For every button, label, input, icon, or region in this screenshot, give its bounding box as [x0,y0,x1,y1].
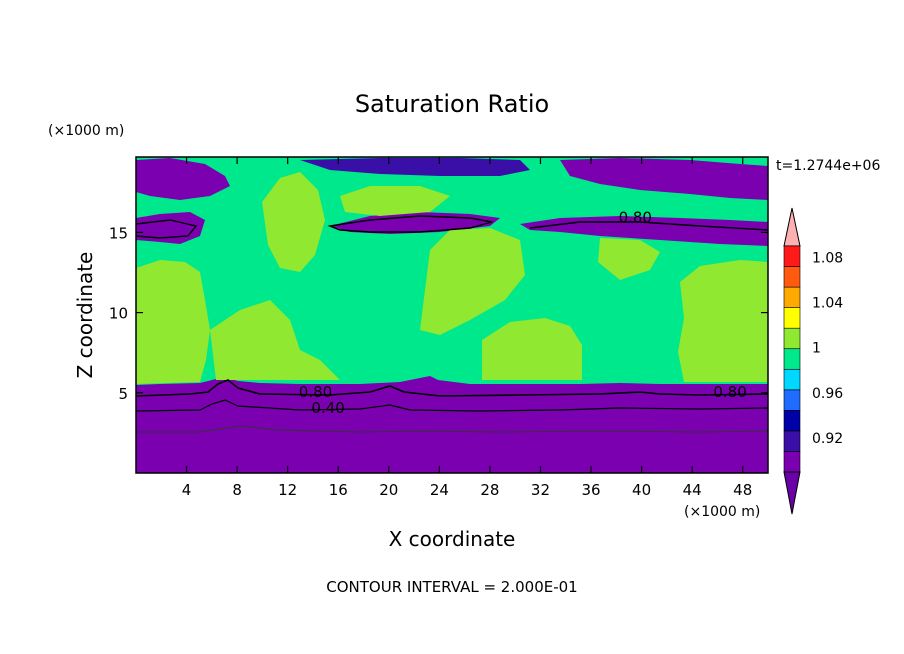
moist-patch-right-center [482,318,582,380]
contour-line-upper-right [529,221,768,231]
y-tick-label: 5 [118,385,128,403]
x-tick-label: 36 [581,481,600,499]
x-tick-label: 40 [632,481,651,499]
moist-patch-center-low [210,300,340,380]
x-tick-label: 48 [733,481,752,499]
colorbar-tick-label: 1.08 [812,250,843,266]
colorbar: 0.92 0.96 1 1.04 1.08 [783,207,843,515]
x-tick-label: 24 [430,481,449,499]
moist-patch-upper-left [262,172,325,272]
top-center-dry-region [300,158,530,176]
x-tick-label: 32 [531,481,550,499]
contour-plot-area [136,157,768,473]
moist-patch-right [678,260,768,382]
x-tick-label: 4 [182,481,192,499]
moist-patch-upper-right [598,238,660,280]
colorbar-over-triangle [783,207,801,247]
colorbar-segment [783,307,801,329]
time-label: t=1.2744e+06 [776,158,880,174]
moist-patch-left [136,260,210,384]
contour-line-upper-left [136,219,198,239]
colorbar-segment [783,451,801,473]
contour-label: 0.80 [299,383,332,401]
y-tick-label: 15 [109,224,128,242]
top-left-dry-region [136,158,230,200]
upper-cloud-layer-right [520,216,768,246]
x-tick-label: 8 [232,481,242,499]
moist-patch-center [420,228,525,335]
x-unit-label: (×1000 m) [684,504,760,520]
colorbar-segment [783,410,801,432]
chart-title: Saturation Ratio [355,90,549,118]
colorbar-tick-label: 1.04 [812,296,843,312]
lower-dry-layer [136,376,768,473]
contour-interval-footer: CONTOUR INTERVAL = 2.000E-01 [326,578,577,596]
colorbar-tick-label: 1 [812,341,821,357]
contour-line-0-40 [136,399,768,412]
y-tick-label: 10 [109,305,128,323]
colorbar-tick-label: 0.96 [812,386,843,402]
colorbar-segment [783,327,801,350]
colorbar-segment [783,348,801,370]
colorbar-tick-label: 0.92 [812,431,843,447]
y-axis-label: Z coordinate [73,252,97,379]
x-tick-label: 44 [683,481,702,499]
y-axis-ticks: 5 10 15 [109,224,768,403]
contour-label: 0.80 [713,383,746,401]
colorbar-segment [783,430,801,452]
colorbar-segment [783,266,801,288]
contour-line-upper [327,215,493,233]
x-tick-label: 20 [379,481,398,499]
x-tick-label: 16 [329,481,348,499]
x-tick-label: 12 [278,481,297,499]
contour-label: 0.80 [619,208,652,226]
colorbar-segment [783,389,801,411]
contour-labels: 0.800.400.800.80 [299,208,747,417]
colorbar-segment [783,368,801,391]
x-axis-ticks: 4 8 12 16 20 24 28 32 36 40 44 48 [182,157,752,499]
contour-line-0-20 [136,425,768,433]
x-tick-label: 28 [480,481,499,499]
plot-frame [135,156,769,474]
moist-patch-upper-center [340,186,450,216]
colorbar-segment [783,245,801,267]
y-unit-label: (×1000 m) [48,123,124,139]
colorbar-under-triangle [783,471,801,515]
x-axis-label: X coordinate [389,527,516,551]
contour-label: 0.40 [311,399,344,417]
top-right-dry-region [560,158,768,200]
colorbar-segment [783,286,801,308]
contour-line-0-80 [136,379,768,397]
